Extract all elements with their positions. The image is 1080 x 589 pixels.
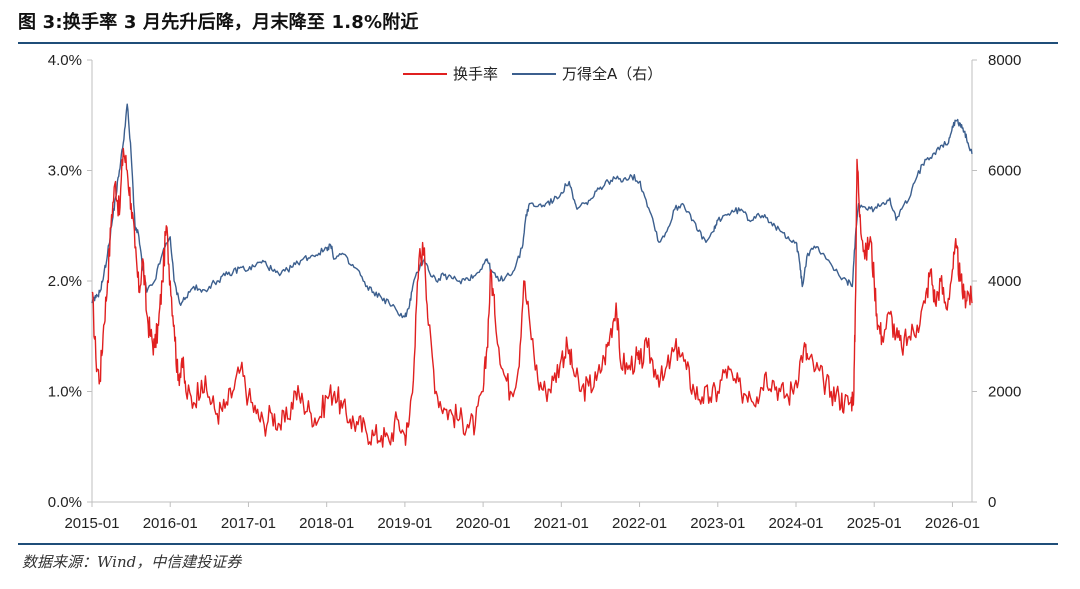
left-tick-label: 1.0%: [48, 384, 82, 401]
left-tick-label: 3.0%: [48, 163, 82, 180]
right-tick-label: 0: [988, 494, 996, 511]
x-tick-label: 2015-01: [64, 515, 119, 532]
left-tick-label: 2.0%: [48, 273, 82, 290]
chart-axes: 0.0% 1.0% 2.0% 3.0% 4.0% 0 2000 4000 6000 8000 201…: [48, 52, 1022, 532]
x-tick-label: 2016-01: [143, 515, 198, 532]
left-tick-label: 0.0%: [48, 494, 82, 511]
legend-label-turnover: 换手率: [453, 65, 498, 83]
x-tick-label: 2025-01: [847, 515, 902, 532]
x-tick-label: 2018-01: [299, 515, 354, 532]
title-rule: [18, 42, 1058, 44]
x-tick-label: 2021-01: [534, 515, 589, 532]
chart-legend: 换手率 万得全A（右）: [403, 65, 662, 83]
source-note: 数据来源：Wind，中信建投证券: [22, 553, 242, 571]
x-tick-label: 2020-01: [456, 515, 511, 532]
chart-series-layer: [91, 103, 973, 448]
turnover-series-line: [91, 147, 973, 448]
right-tick-label: 4000: [988, 273, 1021, 290]
legend-label-index: 万得全A（右）: [562, 65, 662, 83]
right-tick-label: 6000: [988, 163, 1021, 180]
x-tick-label: 2019-01: [377, 515, 432, 532]
wind-all-a-series-line: [91, 103, 973, 319]
x-tick-label: 2022-01: [612, 515, 667, 532]
right-tick-label: 2000: [988, 384, 1021, 401]
right-tick-label: 8000: [988, 52, 1021, 69]
figure-title: 图 3:换手率 3 月先升后降，月末降至 1.8%附近: [18, 12, 419, 33]
x-tick-label: 2017-01: [221, 515, 276, 532]
source-rule: [18, 543, 1058, 545]
x-tick-label: 2023-01: [690, 515, 745, 532]
x-tick-label: 2026-01: [925, 515, 980, 532]
x-tick-label: 2024-01: [768, 515, 823, 532]
left-tick-label: 4.0%: [48, 52, 82, 69]
